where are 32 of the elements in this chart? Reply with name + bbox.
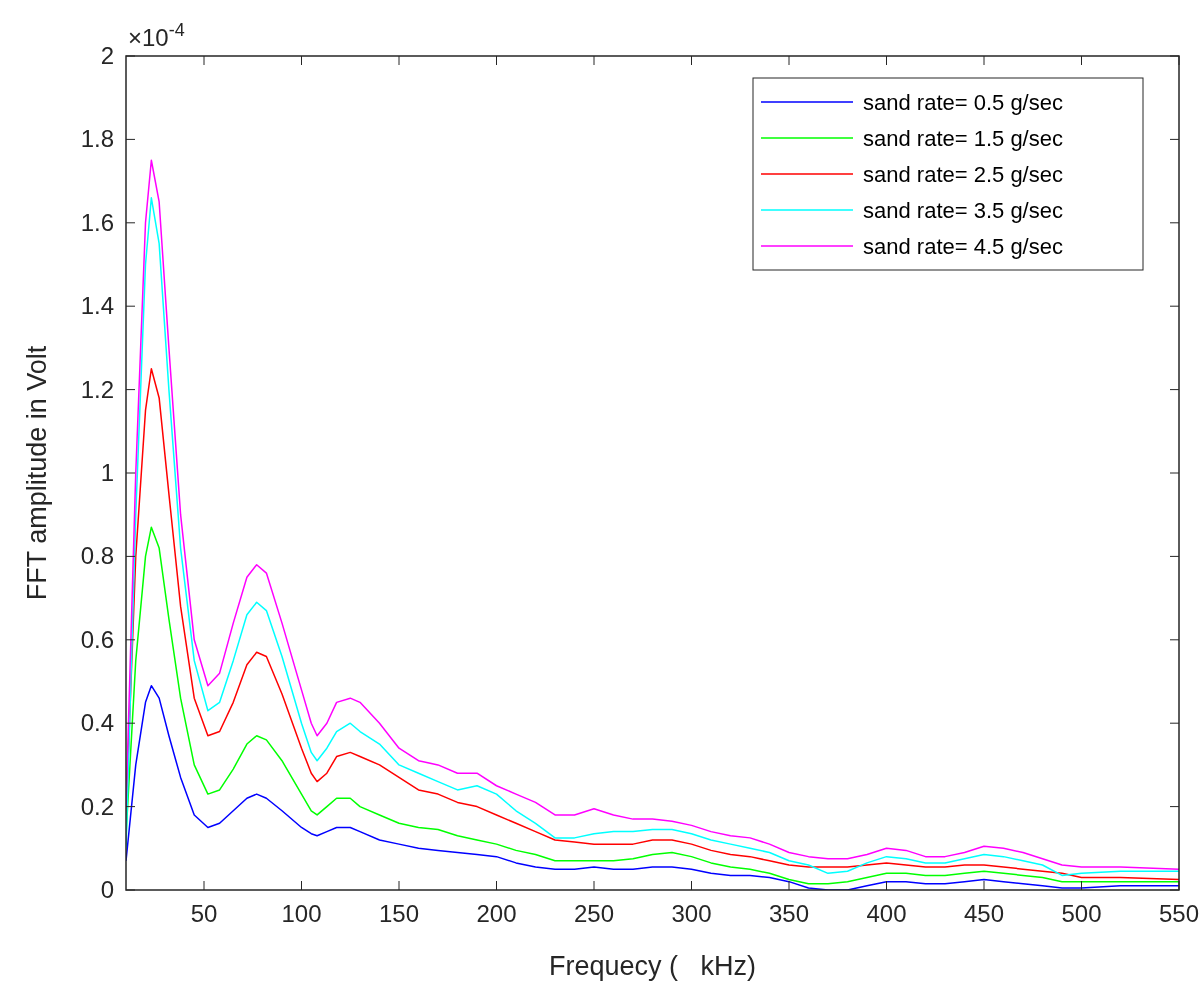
legend-label: sand rate= 2.5 g/sec <box>863 162 1063 187</box>
legend-label: sand rate= 1.5 g/sec <box>863 126 1063 151</box>
x-tick-label: 250 <box>573 900 615 927</box>
y-tick-label: 0 <box>100 876 114 903</box>
text: ×10$^{-4}$ <box>128 20 185 51</box>
y-tick-label: 1 <box>100 459 114 486</box>
x-tick-label: 150 <box>378 900 420 927</box>
x-tick-label: 300 <box>671 900 712 927</box>
line-series <box>126 684 1179 890</box>
line-series <box>126 526 1179 885</box>
y-tick-label: 1.4 <box>80 292 114 320</box>
y-tick-label: 1.2 <box>80 375 114 403</box>
x-tick-label: 500 <box>1061 900 1102 927</box>
y-axis-title: FFT amplitude in Volt <box>22 345 52 601</box>
y-tick-label: 1.6 <box>80 208 114 236</box>
legend-label: sand rate= 3.5 g/sec <box>863 198 1063 223</box>
y-tick-label: 0.8 <box>80 542 114 570</box>
x-tick-label: 550 <box>1158 900 1200 927</box>
y-tick-label: 0.2 <box>80 792 114 820</box>
y-tick-label: 0.4 <box>80 709 114 737</box>
y-tick-label: 2 <box>100 42 114 69</box>
legend-label: sand rate= 4.5 g/sec <box>863 234 1063 259</box>
x-tick-label: 350 <box>768 900 810 927</box>
x-tick-label: 400 <box>866 900 907 927</box>
x-tick-label: 450 <box>963 900 1005 927</box>
y-tick-label: 0.6 <box>80 625 114 653</box>
x-axis-title: Frequecy ( kHz) <box>548 951 757 981</box>
x-tick-label: 200 <box>476 900 517 927</box>
legend-label: sand rate= 0.5 g/sec <box>863 90 1063 115</box>
x-tick-label: 100 <box>281 900 322 927</box>
x-tick-label: 50 <box>190 900 218 927</box>
y-tick-label: 1.8 <box>80 125 114 153</box>
